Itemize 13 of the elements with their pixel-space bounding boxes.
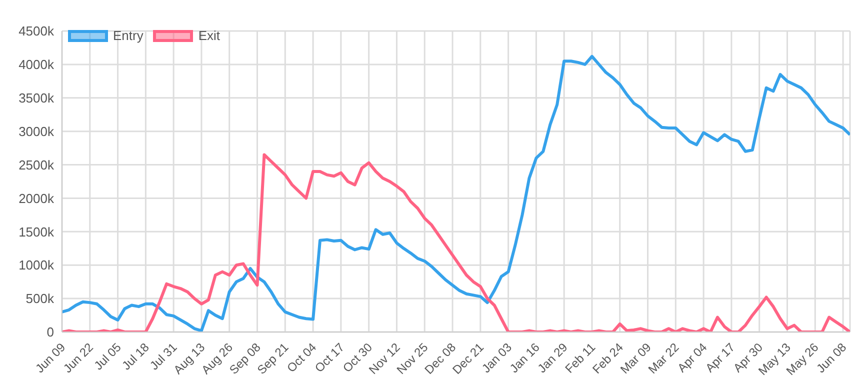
y-tick-label: 0	[46, 324, 54, 340]
legend-label: Entry	[113, 28, 144, 43]
y-tick-label: 4000k	[18, 57, 54, 72]
y-tick-label: 3000k	[18, 124, 54, 139]
legend-label: Exit	[198, 28, 220, 43]
y-tick-label: 2000k	[18, 190, 54, 206]
y-tick-label: 500k	[26, 291, 54, 306]
y-tick-label: 1500k	[18, 224, 54, 240]
x-tick-label: Jul 18	[119, 340, 152, 373]
y-tick-label: 2500k	[18, 157, 54, 172]
y-tick-label: 4500k	[18, 24, 54, 39]
y-tick-label: 3500k	[18, 90, 54, 106]
y-tick-label: 1000k	[18, 258, 54, 273]
